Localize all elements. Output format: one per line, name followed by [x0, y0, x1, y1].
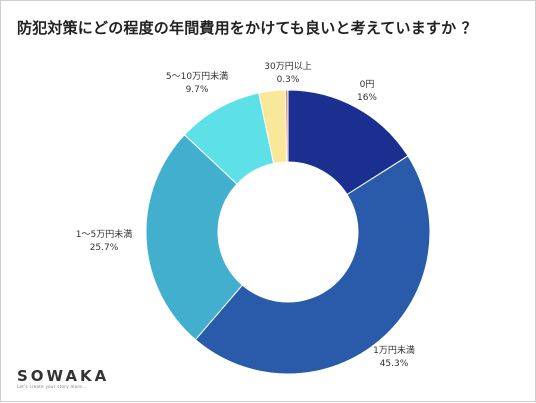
slice-label-2: 1～5万円未満	[76, 228, 132, 240]
slice-value-label-4: 0.3%	[277, 75, 300, 85]
slice-label-3: 5～10万円未満	[166, 70, 228, 82]
slice-label-4: 30万円以上	[264, 61, 311, 72]
slice-value-label-3: 9.7%	[186, 85, 209, 95]
donut-slice-1	[194, 155, 431, 375]
slice-value-label-2: 25.7%	[90, 243, 119, 253]
slice-label-0: 0円	[360, 79, 375, 90]
donut-slice-4	[284, 89, 289, 163]
donut-slice-2	[145, 134, 244, 341]
slice-value-label-1: 45.3%	[380, 359, 409, 369]
sowaka-logo: SOWAKA	[17, 367, 110, 385]
chart-title: 防犯対策にどの程度の年間費用をかけても良いと考えていますか ？	[17, 19, 477, 37]
slice-label-1: 1万円未満	[373, 344, 415, 356]
logo-tagline: Let's create your story more...	[17, 384, 87, 389]
slice-value-label-0: 16%	[357, 93, 377, 103]
